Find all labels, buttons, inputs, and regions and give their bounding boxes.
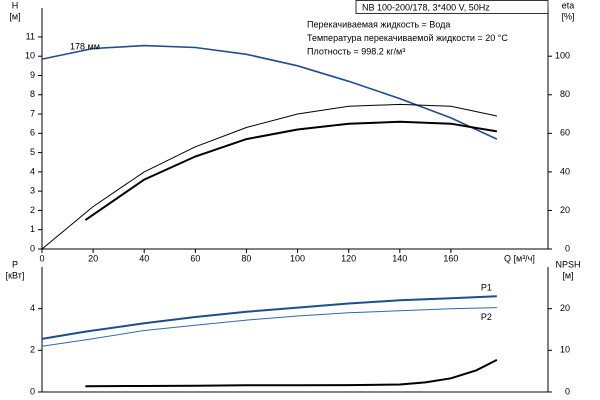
y-tick-label: 10: [25, 51, 35, 61]
y2-tick-label: 0: [565, 386, 570, 396]
y-tick-label: 0: [30, 243, 35, 253]
y2-tick-label: 100: [555, 51, 570, 61]
y-axis-label: P: [12, 259, 18, 269]
annotation: Плотность = 998.2 кг/м³: [307, 46, 405, 56]
curve: [41, 295, 497, 340]
plot-frame: [41, 8, 549, 250]
curve: [41, 307, 497, 347]
curve: [85, 359, 498, 388]
y2-tick-label: 80: [560, 89, 570, 99]
y-tick-label: 5: [30, 147, 35, 157]
y-tick-label: 11: [26, 31, 35, 41]
x-axis-label: Q [м³/ч]: [504, 253, 535, 263]
y-axis-unit: [кВт]: [6, 270, 25, 280]
y-tick-label: 3: [30, 186, 35, 196]
y-axis-label: H: [12, 0, 19, 10]
y-tick-label: 8: [30, 89, 35, 99]
y-tick-label: 2: [30, 345, 35, 355]
x-tick-label: 20: [88, 253, 98, 263]
chart-title: NB 100-200/178, 3*400 V, 50Hz: [362, 2, 490, 12]
curve: [41, 44, 498, 140]
curve: [41, 103, 498, 250]
y-tick-label: 2: [30, 205, 35, 215]
x-tick-label: 60: [190, 253, 200, 263]
y2-tick-label: 0: [565, 243, 570, 253]
y2-axis-label: NPSH: [555, 259, 580, 269]
y-tick-label: 9: [30, 70, 35, 80]
y2-axis-unit: [%]: [561, 11, 574, 21]
y2-axis-label: eta: [562, 0, 575, 10]
y2-tick-label: 40: [560, 166, 570, 176]
y2-tick-label: 60: [560, 128, 570, 138]
x-tick-label: 160: [443, 253, 458, 263]
annotation: Температура перекачиваемой жидкости = 20…: [307, 33, 508, 43]
annotation: Перекачиваемая жидкость = Вода: [307, 19, 450, 29]
y-tick-label: 4: [30, 303, 35, 313]
x-tick-label: 80: [241, 253, 251, 263]
y-tick-label: 0: [30, 386, 35, 396]
series-label: P2: [481, 312, 492, 322]
y-axis-unit: [м]: [9, 11, 20, 21]
info-box: [355, 0, 549, 14]
x-tick-label: 100: [290, 253, 305, 263]
y2-tick-label: 20: [560, 205, 570, 215]
x-tick-label: 0: [39, 253, 44, 263]
series-label: P1: [481, 283, 492, 293]
curve-label: 178 мм: [70, 41, 100, 51]
y2-tick-label: 20: [560, 303, 570, 313]
y2-tick-label: 10: [560, 345, 570, 355]
plot-frame: [41, 267, 549, 393]
y-tick-label: 6: [30, 128, 35, 138]
x-tick-label: 40: [139, 253, 149, 263]
x-tick-label: 140: [392, 253, 407, 263]
y-tick-label: 4: [30, 166, 35, 176]
y-tick-label: 1: [30, 224, 35, 234]
y-tick-label: 7: [30, 108, 35, 118]
x-tick-label: 120: [341, 253, 356, 263]
curve: [84, 120, 498, 221]
y2-axis-unit: [м]: [562, 270, 573, 280]
